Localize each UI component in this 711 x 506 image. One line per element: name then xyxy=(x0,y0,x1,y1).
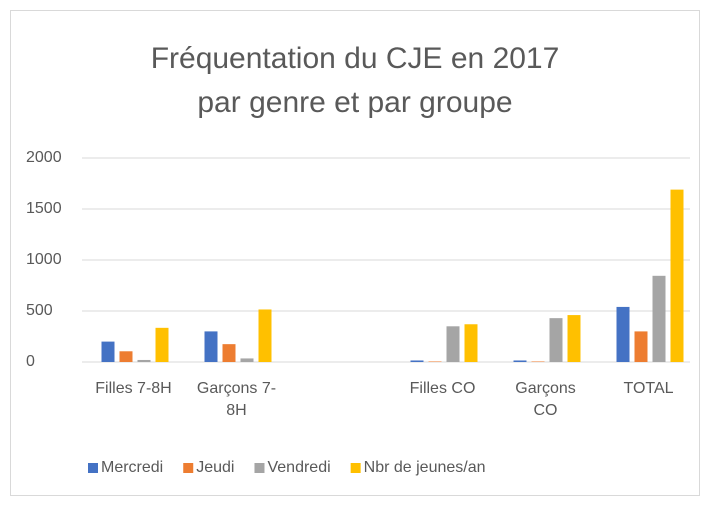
bar xyxy=(531,361,545,362)
bar xyxy=(137,359,151,362)
legend-swatch xyxy=(350,463,361,473)
bar xyxy=(567,315,581,362)
bar xyxy=(446,326,460,362)
x-tick-label: Filles CO xyxy=(409,380,476,397)
bar xyxy=(428,361,442,362)
bar xyxy=(652,275,666,362)
legend-label: Vendredi xyxy=(267,459,330,476)
y-tick-label: 0 xyxy=(26,353,35,370)
bar xyxy=(240,358,254,362)
bar xyxy=(513,360,527,362)
x-tick-label: TOTAL xyxy=(623,380,674,397)
chart-border xyxy=(10,10,700,496)
bar xyxy=(222,344,236,362)
y-tick-label: 1500 xyxy=(26,200,62,217)
y-tick-label: 500 xyxy=(26,302,53,319)
y-tick-label: 1000 xyxy=(26,251,62,268)
legend-label: Mercredi xyxy=(101,459,163,476)
legend-swatch xyxy=(183,463,194,473)
legend-swatch xyxy=(88,463,98,473)
x-tick-label: Filles 7-8H xyxy=(95,380,172,397)
legend-swatch xyxy=(254,463,265,473)
chart-title: par genre et par groupe xyxy=(197,86,512,119)
legend-label: Jeudi xyxy=(196,459,234,476)
bar xyxy=(616,306,630,362)
bar xyxy=(549,318,563,362)
bar xyxy=(670,189,684,362)
bar xyxy=(204,331,218,362)
y-tick-label: 2000 xyxy=(26,149,62,166)
bar xyxy=(119,351,133,362)
x-tick-label: Garçons CO xyxy=(515,380,576,419)
bar xyxy=(634,331,648,362)
x-tick-label: Garçons 7-8H xyxy=(196,380,277,419)
bar xyxy=(464,324,478,362)
bar xyxy=(101,341,115,362)
legend-label: Nbr de jeunes/an xyxy=(364,459,486,476)
bar xyxy=(410,360,424,362)
bar xyxy=(258,309,272,362)
chart-title: Fréquentation du CJE en 2017 xyxy=(151,42,560,75)
bar xyxy=(155,327,169,362)
